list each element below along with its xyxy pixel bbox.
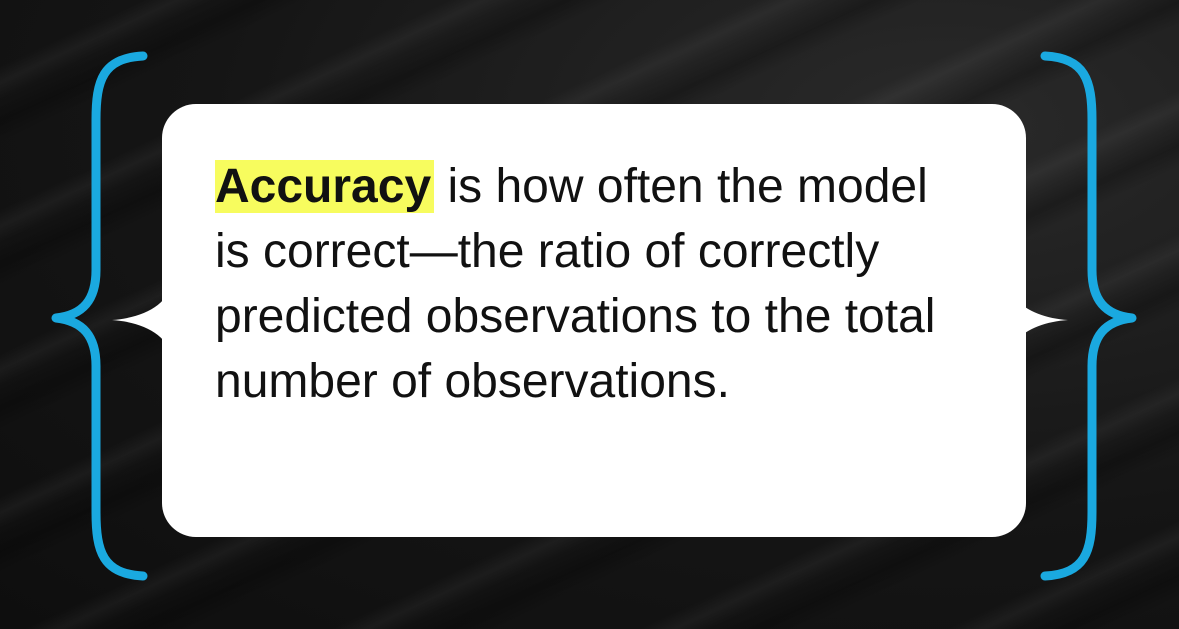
card-notch-right — [1008, 280, 1068, 360]
right-brace-stroke — [1040, 51, 1137, 581]
right-curly-brace-icon — [1040, 51, 1137, 581]
card-notch-left — [112, 280, 172, 360]
definition-body: is how often the model is correct—the ra… — [215, 160, 936, 408]
left-curly-brace-icon — [51, 51, 148, 581]
left-brace-stroke — [51, 51, 148, 581]
definition-text: Accuracy is how often the model is corre… — [215, 154, 975, 414]
highlighted-term: Accuracy — [215, 160, 435, 213]
